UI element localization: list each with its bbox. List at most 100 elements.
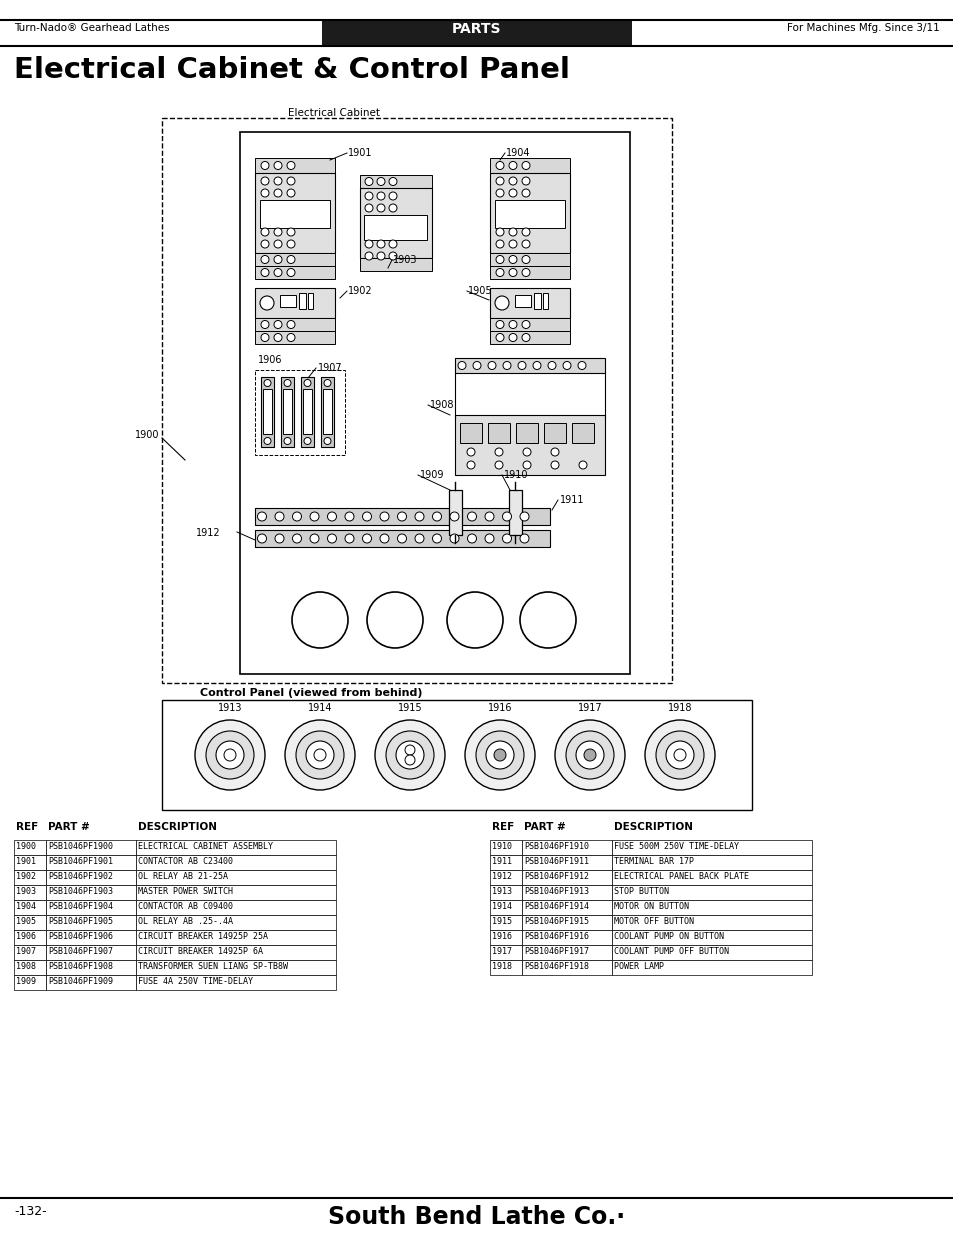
Circle shape <box>376 240 385 248</box>
Circle shape <box>509 256 517 263</box>
Circle shape <box>327 513 336 521</box>
Text: -132-: -132- <box>14 1205 47 1218</box>
Text: Electrical Cabinet & Control Panel: Electrical Cabinet & Control Panel <box>14 56 569 84</box>
Circle shape <box>578 461 586 469</box>
Circle shape <box>261 333 269 342</box>
Circle shape <box>496 162 503 169</box>
Bar <box>14 900 46 915</box>
Bar <box>263 389 272 433</box>
Circle shape <box>488 362 496 369</box>
Circle shape <box>389 240 396 248</box>
Circle shape <box>261 268 269 277</box>
Circle shape <box>467 448 475 456</box>
Circle shape <box>389 191 396 200</box>
Circle shape <box>306 741 334 769</box>
Text: 1917: 1917 <box>492 947 512 956</box>
Circle shape <box>509 177 517 185</box>
Circle shape <box>362 534 371 543</box>
Text: For Machines Mfg. Since 3/11: For Machines Mfg. Since 3/11 <box>786 23 939 33</box>
Bar <box>136 945 335 960</box>
Bar <box>46 945 136 960</box>
Bar <box>14 974 46 990</box>
Text: PSB1046PF1905: PSB1046PF1905 <box>48 918 112 926</box>
Text: DESCRIPTION: DESCRIPTION <box>138 823 216 832</box>
Circle shape <box>521 333 530 342</box>
Circle shape <box>576 741 603 769</box>
Circle shape <box>194 720 265 790</box>
Text: PSB1046PF1908: PSB1046PF1908 <box>48 962 112 971</box>
Circle shape <box>464 720 535 790</box>
Text: 1918: 1918 <box>492 962 512 971</box>
Circle shape <box>496 177 503 185</box>
Text: PSB1046PF1917: PSB1046PF1917 <box>523 947 588 956</box>
Bar <box>490 945 521 960</box>
Circle shape <box>397 513 406 521</box>
Text: 1909: 1909 <box>419 471 444 480</box>
Bar <box>136 900 335 915</box>
Circle shape <box>274 534 284 543</box>
Circle shape <box>583 748 596 761</box>
Circle shape <box>365 252 373 261</box>
Bar <box>521 915 612 930</box>
Circle shape <box>365 204 373 212</box>
Bar <box>449 490 461 535</box>
Circle shape <box>502 362 511 369</box>
Bar <box>455 415 604 475</box>
Circle shape <box>450 534 458 543</box>
Circle shape <box>224 748 235 761</box>
Circle shape <box>395 741 423 769</box>
Bar <box>260 200 330 228</box>
Bar <box>516 424 537 443</box>
Circle shape <box>673 748 685 761</box>
Text: TERMINAL BAR 17P: TERMINAL BAR 17P <box>614 857 693 866</box>
Bar <box>542 293 547 309</box>
Circle shape <box>274 228 282 236</box>
Bar <box>46 915 136 930</box>
Text: 1909: 1909 <box>16 977 36 986</box>
Bar <box>534 293 540 309</box>
Circle shape <box>324 379 331 387</box>
Circle shape <box>485 741 514 769</box>
Bar <box>46 900 136 915</box>
Circle shape <box>324 437 331 445</box>
Circle shape <box>264 379 271 387</box>
Circle shape <box>376 178 385 185</box>
Text: OL RELAY AB 21-25A: OL RELAY AB 21-25A <box>138 872 228 881</box>
Text: Electrical Cabinet: Electrical Cabinet <box>288 107 379 119</box>
Bar <box>254 173 335 253</box>
Bar <box>162 119 671 683</box>
Text: FUSE 500M 250V TIME-DELAY: FUSE 500M 250V TIME-DELAY <box>614 842 739 851</box>
Circle shape <box>314 748 326 761</box>
Bar <box>495 200 564 228</box>
Bar <box>254 370 345 454</box>
Circle shape <box>386 731 434 779</box>
Circle shape <box>495 461 502 469</box>
Text: POWER LAMP: POWER LAMP <box>614 962 663 971</box>
Circle shape <box>551 461 558 469</box>
Text: PARTS: PARTS <box>452 22 501 36</box>
Bar <box>320 377 334 447</box>
Circle shape <box>509 321 517 329</box>
Text: 1902: 1902 <box>348 287 373 296</box>
Bar <box>612 855 811 869</box>
Bar <box>46 869 136 885</box>
Circle shape <box>509 189 517 198</box>
Bar <box>261 377 274 447</box>
Text: 1902: 1902 <box>16 872 36 881</box>
Circle shape <box>522 461 531 469</box>
Circle shape <box>389 204 396 212</box>
Text: MOTOR OFF BUTTON: MOTOR OFF BUTTON <box>614 918 693 926</box>
Circle shape <box>547 362 556 369</box>
Text: PSB1046PF1901: PSB1046PF1901 <box>48 857 112 866</box>
Text: PSB1046PF1907: PSB1046PF1907 <box>48 947 112 956</box>
Bar <box>136 855 335 869</box>
Text: PSB1046PF1910: PSB1046PF1910 <box>523 842 588 851</box>
Text: ELECTRICAL PANEL BACK PLATE: ELECTRICAL PANEL BACK PLATE <box>614 872 748 881</box>
Bar <box>14 960 46 974</box>
Circle shape <box>327 534 336 543</box>
Circle shape <box>274 177 282 185</box>
Bar <box>612 885 811 900</box>
Bar <box>301 377 314 447</box>
Bar <box>490 158 569 173</box>
Bar <box>254 317 335 331</box>
